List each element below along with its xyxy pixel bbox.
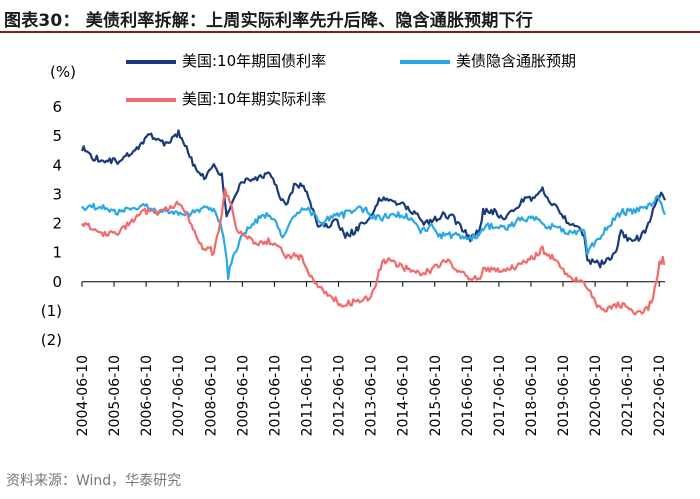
- x-tick-label: 2013-06-10: [364, 355, 380, 436]
- legend-label-breakeven: 美债隐含通胀预期: [456, 52, 577, 70]
- x-tick-label: 2004-06-10: [75, 355, 91, 436]
- series-line-breakeven: [81, 194, 667, 280]
- line-chart: 6 5 4 3 2 1 0 (1) (2) 2004-06-10 2005-06-10 2006-0…: [41, 63, 668, 436]
- y-tick-label: 5: [52, 127, 62, 145]
- y-tick-label: 3: [52, 185, 62, 203]
- y-tick-label: 0: [52, 273, 62, 291]
- x-axis: 2004-06-10 2005-06-10 2006-06-10 2007-06-10…: [75, 281, 668, 436]
- x-tick-label: 2008-06-10: [203, 355, 219, 436]
- y-tick-label: 6: [52, 98, 62, 116]
- x-tick-label: 2019-06-10: [556, 355, 572, 436]
- legend-item-real: 美国:10年期实际利率: [126, 88, 326, 109]
- legend-label-nominal: 美国:10年期国债利率: [182, 52, 327, 70]
- x-tick-label: 2010-06-10: [267, 355, 283, 436]
- y-tick-label: (1): [41, 302, 62, 320]
- x-tick-label: 2016-06-10: [460, 355, 476, 436]
- y-axis: 6 5 4 3 2 1 0 (1) (2): [41, 98, 62, 349]
- x-tick-label: 2022-06-10: [652, 355, 668, 436]
- legend-swatch-nominal: [126, 59, 176, 64]
- x-tick-label: 2021-06-10: [620, 355, 636, 436]
- title-divider: [0, 31, 700, 33]
- x-tick-label: 2006-06-10: [139, 355, 155, 436]
- y-tick-label: 1: [52, 244, 62, 262]
- y-unit-label: (%): [50, 63, 76, 81]
- legend-label-real: 美国:10年期实际利率: [182, 90, 327, 108]
- x-tick-label: 2007-06-10: [171, 355, 187, 436]
- legend-item-breakeven: 美债隐含通胀预期: [400, 50, 576, 71]
- series-layer: [80, 129, 667, 316]
- series-line-real: [81, 187, 666, 316]
- legend-swatch-real: [126, 97, 176, 102]
- x-tick-label: 2020-06-10: [588, 355, 604, 436]
- legend-item-nominal: 美国:10年期国债利率: [126, 50, 326, 71]
- x-tick-label: 2017-06-10: [492, 355, 508, 436]
- x-tick-label: 2014-06-10: [396, 355, 412, 436]
- legend-swatch-breakeven: [400, 59, 450, 64]
- y-tick-label: 4: [52, 156, 62, 174]
- x-tick-label: 2011-06-10: [299, 355, 315, 436]
- source-note: 资料来源：Wind，华泰研究: [6, 473, 182, 489]
- y-tick-label: 2: [52, 215, 62, 233]
- y-tick-label: (2): [41, 331, 62, 349]
- series-line-nominal: [80, 129, 666, 269]
- x-tick-label: 2009-06-10: [235, 355, 251, 436]
- chart-title: 图表30： 美债利率拆解：上周实际利率先升后降、隐含通胀预期下行: [4, 11, 533, 31]
- x-tick-label: 2005-06-10: [107, 355, 123, 436]
- x-tick-label: 2018-06-10: [524, 355, 540, 436]
- x-tick-label: 2012-06-10: [332, 355, 348, 436]
- title-bar: 图表30： 美债利率拆解：上周实际利率先升后降、隐含通胀预期下行: [0, 0, 700, 33]
- x-tick-label: 2015-06-10: [428, 355, 444, 436]
